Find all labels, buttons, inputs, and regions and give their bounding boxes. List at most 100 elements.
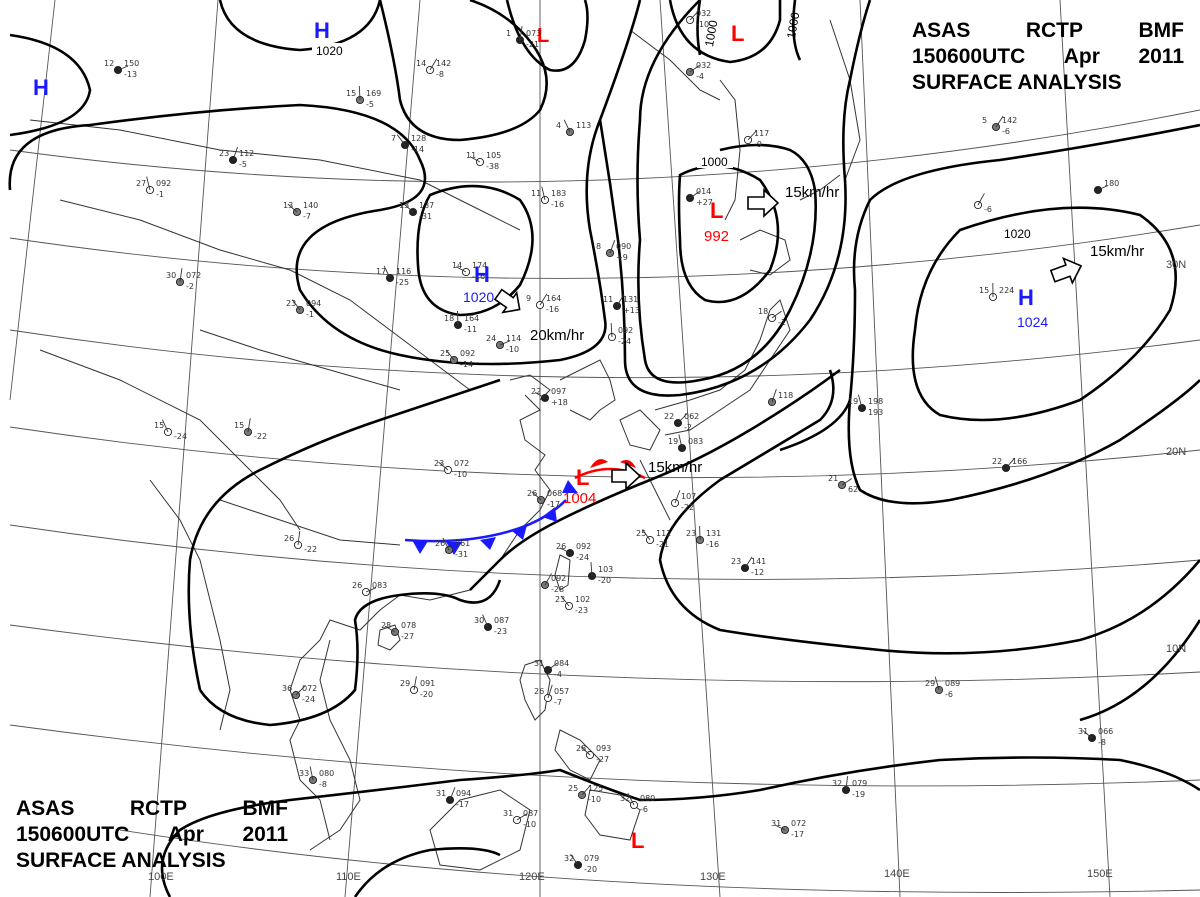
- station-temperature: 18: [444, 314, 454, 323]
- station-plot: 11 131 +13: [603, 294, 640, 315]
- station-pressure: 079: [852, 779, 867, 788]
- station-plot: 26 061 -31: [435, 537, 470, 559]
- motion-arrow: 15km/hr: [747, 184, 839, 218]
- isobar-label: 1000: [702, 19, 720, 48]
- station-tendency: -11: [464, 325, 477, 334]
- low-pressure-value: 992: [704, 228, 729, 245]
- wind-barb: [429, 58, 438, 71]
- station-temperature: 17: [376, 267, 386, 276]
- wind-barb: [678, 434, 683, 449]
- station-plot: 092-28: [540, 573, 566, 594]
- borneo: [429, 789, 531, 871]
- station-pressure: 128: [411, 134, 426, 143]
- station-tendency: -17: [547, 500, 560, 509]
- station-plot: 032-10: [685, 9, 711, 29]
- station-plot: -6: [973, 193, 992, 214]
- station-plot: 25 125 -10: [568, 784, 603, 804]
- station-pressure: 174: [472, 261, 487, 270]
- wind-barb: [297, 531, 301, 546]
- isobar: [187, 378, 501, 691]
- station-plot: 26 057 -7: [534, 684, 569, 707]
- station-plot: 032-4: [685, 61, 711, 81]
- station-plot: 117-9: [743, 129, 769, 149]
- station-temperature: 31: [503, 809, 513, 818]
- station-temperature: 8: [596, 242, 601, 251]
- station-tendency: -14: [411, 145, 424, 154]
- station-plot: 014+27: [685, 187, 713, 207]
- station-pressure: 114: [506, 334, 521, 343]
- station-pressure: 164: [464, 314, 479, 323]
- japan-honshu: [654, 299, 791, 436]
- cold-front-barb: [412, 540, 428, 554]
- station-temperature: 36: [282, 684, 292, 693]
- station-temperature: 24: [486, 334, 496, 343]
- station-tendency: -2: [684, 423, 692, 432]
- station-temperature: 31: [534, 659, 544, 668]
- wind-barb: [977, 193, 985, 206]
- station-pressure: 092: [618, 326, 633, 335]
- isobar: [658, 369, 1200, 655]
- wind-barb: [677, 413, 687, 424]
- station-pressure: 080: [640, 794, 655, 803]
- station-temperature: 23: [286, 299, 296, 308]
- wind-barb: [845, 776, 849, 791]
- station-plot: 15 169 -5: [346, 86, 381, 109]
- longitude-line: [344, 0, 421, 897]
- station-tendency: -24: [302, 695, 315, 704]
- chart-header-top-right: ASAS RCTP BMF 150600UTC Apr 2011 SURFACE…: [912, 18, 1184, 96]
- station-plot: 25 111 -21: [636, 529, 671, 549]
- wind-barb: [442, 537, 450, 551]
- wind-barb: [1097, 185, 1109, 191]
- station-plot: 28 078 -27: [381, 621, 416, 641]
- station-plot: 32 079 -19: [832, 776, 867, 799]
- station-temperature: 26: [534, 687, 544, 696]
- station-pressure: 083: [688, 437, 703, 446]
- office-code: BMF: [242, 797, 289, 820]
- station-plot: 25 092 -14: [440, 349, 475, 369]
- station-temperature: 15: [234, 421, 244, 430]
- station-temperature: 29: [925, 679, 935, 688]
- station-tendency: -2: [186, 282, 194, 291]
- isobar: [198, 579, 502, 727]
- station-pressure: 198: [868, 397, 883, 406]
- station-plot: 12 150 -13: [104, 59, 139, 79]
- station-tendency: -9: [754, 140, 762, 149]
- station-pressure: 092: [551, 574, 566, 583]
- wind-barb: [455, 266, 467, 273]
- station-tendency: -24: [174, 432, 187, 441]
- wind-barb: [590, 562, 593, 577]
- wind-barb: [499, 340, 511, 346]
- wind-barb: [934, 676, 940, 691]
- hainan: [377, 624, 401, 651]
- isobar-label: 1020: [1004, 227, 1031, 241]
- wind-barb: [547, 684, 553, 699]
- kuril: [799, 174, 841, 201]
- wind-barb: [689, 191, 700, 199]
- latitude-line: [9, 624, 1200, 683]
- china-coast: [289, 394, 551, 841]
- wind-barb: [1082, 730, 1093, 739]
- station-pressure: 072: [186, 271, 201, 280]
- latitude-line: [9, 224, 1200, 279]
- station-plot: 107-22: [670, 490, 696, 512]
- station-plot: 26 083: [352, 581, 387, 597]
- station-tendency: +27: [696, 198, 713, 207]
- isobar: [677, 164, 780, 304]
- cold-front: [404, 480, 578, 555]
- river-1: [199, 329, 401, 391]
- station-plot: 18 164 -11: [444, 310, 479, 334]
- isobar-label: 1000: [784, 11, 802, 40]
- station-tendency: -21: [656, 540, 669, 549]
- station-pressure: 166: [1012, 457, 1027, 466]
- river-2: [219, 499, 401, 546]
- wind-barb: [179, 268, 183, 283]
- low-pressure-symbol: L: [576, 465, 589, 490]
- isobar: [911, 206, 1178, 422]
- station-plot: 118: [767, 388, 793, 407]
- station-plot: 15 -22: [234, 418, 267, 441]
- station-tendency: -7: [554, 698, 562, 707]
- agency-label: ASAS: [912, 19, 971, 42]
- visayas: [554, 729, 601, 781]
- station-temperature: 23: [686, 529, 696, 538]
- luzon: [519, 659, 551, 721]
